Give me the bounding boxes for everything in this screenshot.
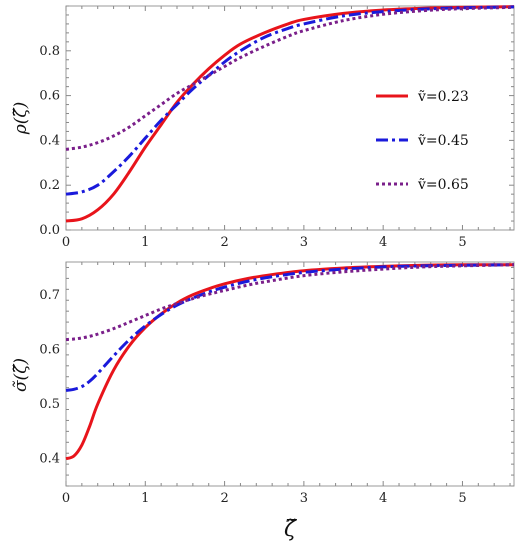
- x-tick-label: 0: [62, 235, 70, 250]
- x-tick-label: 1: [141, 235, 149, 250]
- legend-label-0: ṽ=0.23: [417, 89, 469, 105]
- y-tick-label: 0.4: [39, 452, 60, 467]
- legend-label-2: ṽ=0.65: [417, 177, 469, 193]
- x-tick-label: 4: [379, 491, 387, 506]
- x-ticks-rho: 0 1 2 3 4 5: [62, 6, 511, 250]
- y-ticks-sigma: 0.4 0.5 0.6 0.7: [39, 266, 514, 487]
- x-ticks-sigma: 0 1 2 3 4 5: [62, 262, 511, 506]
- x-tick-label: 2: [220, 491, 228, 506]
- x-axis-label: ζ̃: [284, 517, 298, 542]
- x-tick-label: 5: [458, 491, 466, 506]
- x-tick-label: 3: [300, 235, 308, 250]
- y-tick-label: 0.2: [39, 178, 60, 193]
- y-tick-label: 0.7: [39, 288, 60, 303]
- curves-sigma: [65, 263, 515, 461]
- y-axis-label-rho: ρ(ζ̃): [11, 102, 31, 135]
- y-ticks-rho: 0.0 0.2 0.4 0.6 0.8: [39, 5, 514, 238]
- series-line-rho-1: [65, 5, 515, 196]
- series-line-sigma-2: [65, 263, 515, 342]
- y-tick-label: 0.6: [39, 342, 60, 357]
- x-tick-label: 5: [458, 235, 466, 250]
- curves-rho: [65, 5, 515, 223]
- y-tick-label: 0.8: [39, 44, 60, 59]
- series-line-rho-0: [65, 5, 515, 223]
- y-tick-label: 0.4: [39, 133, 60, 148]
- legend-entry-0: ṽ=0.23: [376, 89, 469, 105]
- legend: ṽ=0.23 ṽ=0.45 ṽ=0.65: [376, 89, 469, 193]
- x-tick-label: 1: [141, 491, 149, 506]
- series-line-sigma-1: [65, 263, 515, 392]
- x-tick-label: 2: [220, 235, 228, 250]
- x-tick-label: 0: [62, 491, 70, 506]
- legend-label-1: ṽ=0.45: [417, 133, 469, 149]
- x-tick-label: 3: [300, 491, 308, 506]
- y-tick-label: 0.6: [39, 89, 60, 104]
- legend-entry-2: ṽ=0.65: [376, 177, 469, 193]
- panel-rho: 0 1 2 3 4 5 0.0 0.2 0.4 0.6 0.8 ρ(ζ̃): [11, 5, 515, 250]
- panel-sigma: 0 1 2 3 4 5 0.4 0.5 0.6 0.7 σ̃(ζ̃): [11, 261, 515, 506]
- y-tick-label: 0.5: [39, 397, 60, 412]
- series-line-sigma-0: [65, 263, 515, 461]
- y-tick-label: 0.0: [39, 223, 60, 238]
- x-tick-label: 4: [379, 235, 387, 250]
- y-axis-label-sigma: σ̃(ζ̃): [11, 358, 31, 392]
- plot-frame-sigma: [65, 261, 515, 487]
- plot-frame-rho: [65, 5, 515, 231]
- legend-entry-1: ṽ=0.45: [376, 133, 469, 149]
